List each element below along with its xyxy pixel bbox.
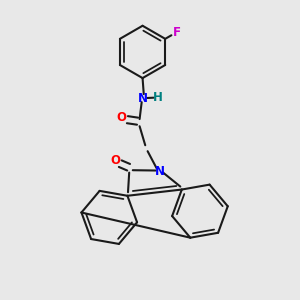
Text: H: H xyxy=(153,91,163,104)
Text: N: N xyxy=(138,92,148,105)
Text: F: F xyxy=(172,26,181,39)
Text: O: O xyxy=(116,111,127,124)
Text: N: N xyxy=(154,165,164,178)
Text: O: O xyxy=(110,154,120,167)
